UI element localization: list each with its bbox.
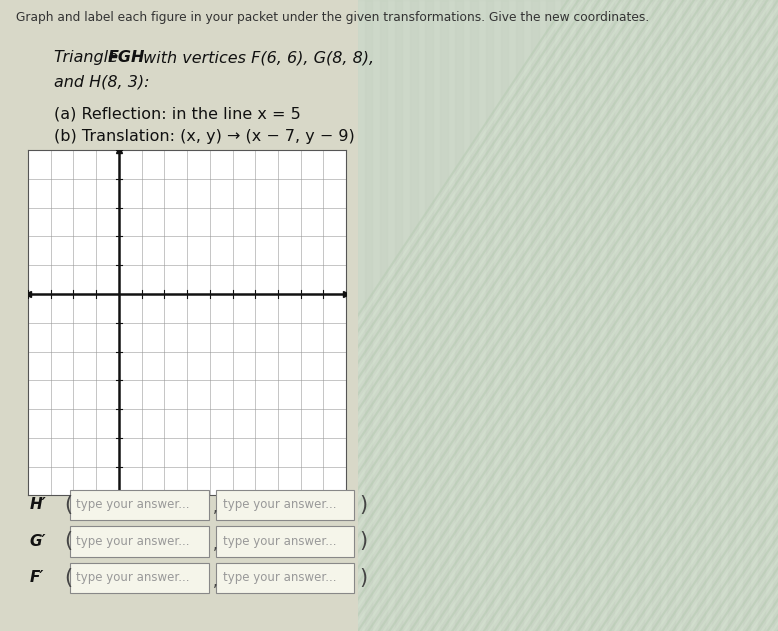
Text: type your answer...: type your answer... xyxy=(76,498,190,511)
Text: Triangle: Triangle xyxy=(54,50,124,66)
Text: (: ( xyxy=(64,495,72,515)
Text: type your answer...: type your answer... xyxy=(223,498,336,511)
Text: (b) Translation: (x, y) → (x − 7, y − 9): (b) Translation: (x, y) → (x − 7, y − 9) xyxy=(54,129,356,144)
Text: FGH: FGH xyxy=(107,50,145,66)
Text: Graph and label each figure in your packet under the given transformations. Give: Graph and label each figure in your pack… xyxy=(16,11,649,25)
Text: type your answer...: type your answer... xyxy=(223,535,336,548)
Text: ): ) xyxy=(359,531,367,551)
Text: (a) Reflection: in the line x = 5: (a) Reflection: in the line x = 5 xyxy=(54,106,301,121)
Text: ,: , xyxy=(212,537,217,552)
Text: and H(8, 3):: and H(8, 3): xyxy=(54,74,150,90)
Text: ): ) xyxy=(359,495,367,515)
Text: ): ) xyxy=(359,568,367,588)
Text: ,: , xyxy=(212,574,217,589)
Text: (: ( xyxy=(64,568,72,588)
Text: G′: G′ xyxy=(30,534,46,549)
Text: with vertices F(6, 6), G(8, 8),: with vertices F(6, 6), G(8, 8), xyxy=(138,50,375,66)
Text: (: ( xyxy=(64,531,72,551)
Text: ,: , xyxy=(212,500,217,516)
Text: type your answer...: type your answer... xyxy=(76,572,190,584)
Text: F′: F′ xyxy=(30,570,44,586)
Text: H′: H′ xyxy=(30,497,47,512)
Text: type your answer...: type your answer... xyxy=(76,535,190,548)
Text: type your answer...: type your answer... xyxy=(223,572,336,584)
